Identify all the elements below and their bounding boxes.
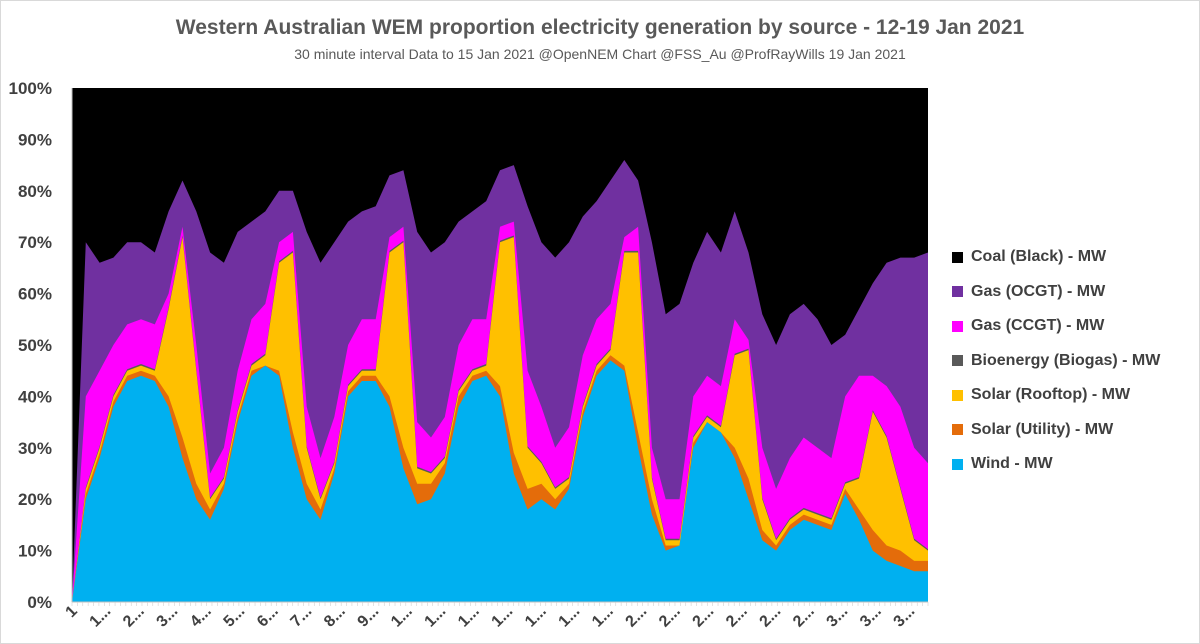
x-tick-label: 8... (321, 603, 349, 631)
y-tick-label: 90% (18, 130, 52, 149)
x-tick-label: 2... (690, 603, 718, 631)
x-tick-label: 2... (120, 603, 148, 631)
legend-swatch (952, 320, 963, 332)
y-tick-label: 50% (18, 336, 52, 355)
x-tick-label: 3... (154, 603, 182, 631)
x-tick-label: 2... (656, 603, 684, 631)
x-tick-label: 1... (455, 603, 483, 631)
x-tick-label: 1... (522, 603, 550, 631)
x-tick-label: 2... (790, 603, 818, 631)
legend-label: Gas (OCGT) - MW (971, 282, 1106, 300)
legend-item: Gas (OCGT) - MW (952, 275, 1160, 310)
legend-label: Bioenergy (Biogas) - MW (971, 351, 1161, 369)
legend-swatch (952, 389, 963, 401)
y-tick-label: 0% (27, 593, 52, 612)
y-tick-label: 60% (18, 285, 52, 304)
legend-label: Solar (Rooftop) - MW (971, 386, 1131, 404)
y-tick-label: 20% (18, 490, 52, 509)
x-tick-label: 3... (857, 603, 885, 631)
legend-item: Solar (Rooftop) - MW (952, 378, 1160, 413)
y-tick-label: 30% (18, 439, 52, 458)
legend-swatch (952, 286, 963, 298)
legend-label: Solar (Utility) - MW (971, 420, 1114, 438)
x-tick-label: 1... (589, 603, 617, 631)
legend-swatch (952, 251, 963, 263)
x-tick-label: 2... (723, 603, 751, 631)
legend-item: Solar (Utility) - MW (952, 413, 1160, 448)
x-tick-label: 1... (422, 603, 450, 631)
legend-label: Coal (Black) - MW (971, 248, 1107, 266)
x-tick-label: 4... (187, 603, 215, 631)
x-tick-label: 1... (388, 603, 416, 631)
x-tick-label: 5... (221, 603, 249, 631)
y-tick-label: 40% (18, 387, 52, 406)
legend-item: Bioenergy (Biogas) - MW (952, 344, 1160, 379)
legend-swatch (952, 458, 963, 470)
x-tick-label: 3... (824, 603, 852, 631)
legend-swatch (952, 424, 963, 436)
x-tick-label: 1... (556, 603, 584, 631)
x-tick-label: 2... (623, 603, 651, 631)
x-tick-label: 1... (489, 603, 517, 631)
x-tick-label: 7... (288, 603, 316, 631)
legend-item: Gas (CCGT) - MW (952, 309, 1160, 344)
legend-swatch (952, 355, 963, 367)
legend-item: Coal (Black) - MW (952, 240, 1160, 275)
chart-title: Western Australian WEM proportion electr… (175, 16, 1025, 39)
y-tick-label: 10% (18, 542, 52, 561)
x-tick-label: 6... (254, 603, 282, 631)
x-tick-label: 1... (87, 603, 115, 631)
x-tick-label: 3... (891, 603, 919, 631)
y-tick-label: 100% (9, 79, 52, 98)
legend-label: Gas (CCGT) - MW (971, 317, 1105, 335)
x-tick-label: 9... (355, 603, 383, 631)
area-wind (72, 360, 928, 602)
legend-item: Wind - MW (952, 447, 1160, 482)
y-tick-label: 80% (18, 182, 52, 201)
chart-subtitle: 30 minute interval Data to 15 Jan 2021 @… (294, 46, 906, 62)
chart-legend: Coal (Black) - MW Gas (OCGT) - MW Gas (CCG… (952, 240, 1160, 482)
x-tick-label: 2... (757, 603, 785, 631)
y-tick-label: 70% (18, 233, 52, 252)
legend-label: Wind - MW (971, 455, 1053, 473)
